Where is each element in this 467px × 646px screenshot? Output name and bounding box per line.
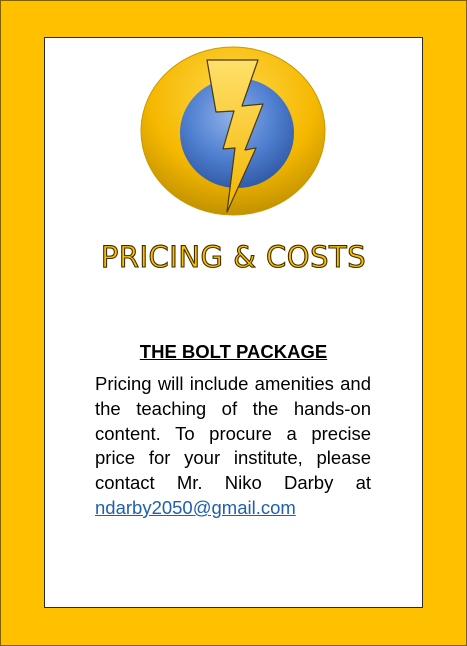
page-title: PRICING & COSTS xyxy=(100,240,367,274)
pricing-description: Pricing will include amenities and the t… xyxy=(95,372,371,521)
contact-email-link[interactable]: ndarby2050@gmail.com xyxy=(95,496,296,518)
lightning-bolt-logo-icon xyxy=(140,46,326,216)
pricing-card: PRICING & COSTS THE BOLT PACKAGE Pricing… xyxy=(44,37,423,608)
description-text: Pricing will include amenities and the t… xyxy=(95,373,371,494)
package-title: THE BOLT PACKAGE xyxy=(139,341,328,362)
